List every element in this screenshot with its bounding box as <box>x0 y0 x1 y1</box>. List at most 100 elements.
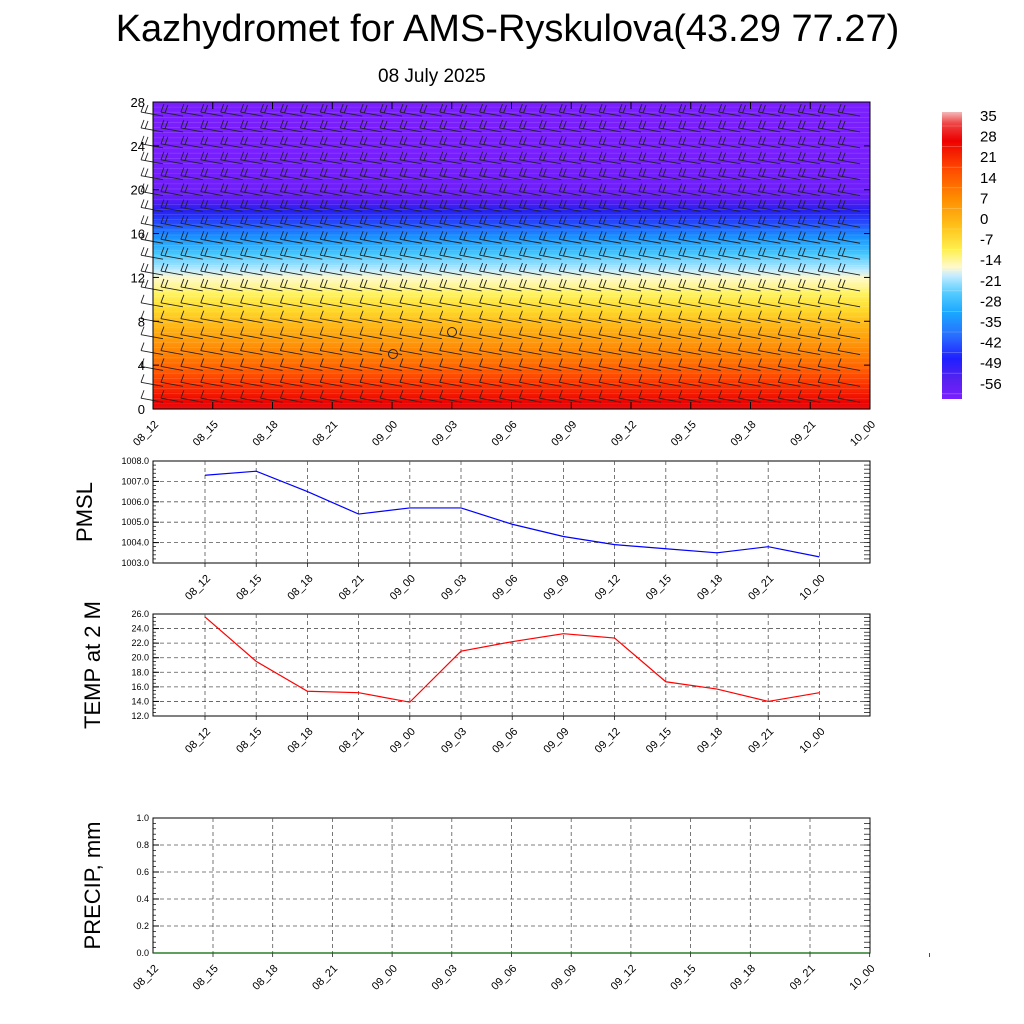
wind-barb <box>698 135 721 149</box>
wind-barb-shaft <box>838 318 861 324</box>
wind-barb <box>738 135 761 149</box>
wind-barb-feather <box>638 167 643 176</box>
wind-barb-shaft <box>738 350 761 355</box>
wind-barb-feather <box>518 374 523 383</box>
wind-barb <box>718 342 741 355</box>
wind-barb-feather <box>204 120 209 130</box>
wind-barb-shaft <box>240 318 263 324</box>
wind-barb-shaft <box>419 365 442 371</box>
wind-barb-feather <box>618 358 623 367</box>
wind-barb <box>518 390 542 403</box>
wind-barb <box>160 151 183 165</box>
wind-barb-feather <box>144 136 149 146</box>
wind-barb-feather <box>558 135 563 145</box>
wind-barb-feather <box>817 278 822 288</box>
temperature-band <box>153 244 870 248</box>
wind-barb-shaft <box>300 397 323 403</box>
wind-barb <box>160 326 183 340</box>
y-tick-label: 1007.0 <box>121 476 149 486</box>
x-tick-label: 09_06 <box>490 419 520 449</box>
wind-barb-feather <box>503 184 507 193</box>
wind-barb <box>499 199 522 212</box>
wind-barb <box>618 119 642 133</box>
wind-barb-feather <box>160 326 165 335</box>
wind-barb-feather <box>618 246 623 256</box>
wind-barb-feather <box>220 231 225 240</box>
wind-barb-feather <box>817 358 822 367</box>
wind-barb-feather <box>359 310 364 319</box>
wind-barb <box>180 135 203 149</box>
wind-barb <box>678 326 701 340</box>
wind-barb <box>459 231 482 244</box>
wind-barb-feather <box>144 168 149 177</box>
wind-barb <box>419 390 442 403</box>
wind-barb-feather <box>319 119 324 129</box>
temperature-band <box>153 213 870 217</box>
wind-barb <box>279 278 303 292</box>
wind-barb-feather <box>777 119 782 129</box>
wind-barb-feather <box>738 310 742 319</box>
wind-barb-feather <box>319 103 324 113</box>
wind-barb <box>379 246 403 260</box>
wind-barb-shaft <box>419 350 442 355</box>
temperature-band <box>153 126 870 129</box>
wind-barb-feather <box>817 199 822 208</box>
wind-barb <box>419 183 442 196</box>
wind-barb-feather <box>463 152 468 161</box>
colorbar-label: 0 <box>980 211 988 228</box>
wind-barb <box>439 231 462 244</box>
wind-barb-shaft <box>399 365 422 371</box>
wind-barb-feather <box>682 232 687 241</box>
wind-barb <box>279 151 303 165</box>
wind-barb-feather <box>761 263 766 273</box>
y-tick-label: 28 <box>131 95 145 110</box>
wind-barb-feather <box>538 151 543 160</box>
colorbar-label: -42 <box>980 335 1002 352</box>
wind-barb-shaft <box>838 397 861 403</box>
wind-barb <box>180 358 203 371</box>
wind-barb-feather <box>363 279 368 289</box>
wind-barb <box>558 374 582 387</box>
wind-barb-feather <box>200 326 205 335</box>
wind-barb-feather <box>443 152 448 161</box>
wind-barb-feather <box>658 358 663 367</box>
wind-barb-feather <box>777 135 782 145</box>
temperature-band <box>153 224 870 228</box>
wind-barb <box>817 262 841 276</box>
wind-barb <box>200 246 223 260</box>
wind-barb-feather <box>817 183 822 192</box>
y-tick-label: 0 <box>138 402 145 417</box>
wind-barb-feather <box>578 246 583 256</box>
wind-barb-feather <box>279 199 284 208</box>
temperature-band <box>153 156 870 160</box>
wind-barb-feather <box>642 279 647 289</box>
wind-barb-feather <box>319 262 324 272</box>
wind-barb <box>658 215 681 228</box>
colorbar-label: 35 <box>980 108 997 125</box>
wind-barb-shaft <box>658 334 681 340</box>
wind-barb-feather <box>742 184 746 193</box>
wind-barb-feather <box>283 216 288 225</box>
wind-barb-feather <box>423 184 428 193</box>
wind-barb-feather <box>538 310 543 319</box>
wind-barb <box>200 119 223 133</box>
wind-barb-feather <box>658 294 663 303</box>
wind-barb-feather <box>642 136 647 146</box>
precip-panel: 0.00.20.40.60.81.008_12 08_15 08_18 08_21 09… <box>80 813 930 993</box>
wind-barb-feather <box>761 120 766 130</box>
wind-barb-feather <box>558 358 563 367</box>
wind-barb <box>757 231 781 244</box>
wind-barb <box>499 231 522 244</box>
wind-barb <box>558 326 582 340</box>
wind-barb-shaft <box>399 302 422 308</box>
wind-barb-feather <box>363 247 368 257</box>
wind-barb <box>678 119 701 133</box>
wind-barb-feather <box>160 246 165 256</box>
wind-barb <box>777 294 801 308</box>
wind-barb-shaft <box>360 302 383 308</box>
wind-barb <box>578 278 602 292</box>
wind-barb <box>240 215 263 228</box>
wind-barb <box>817 151 841 165</box>
wind-barb-feather <box>503 168 507 177</box>
wind-barb-feather <box>224 247 229 257</box>
